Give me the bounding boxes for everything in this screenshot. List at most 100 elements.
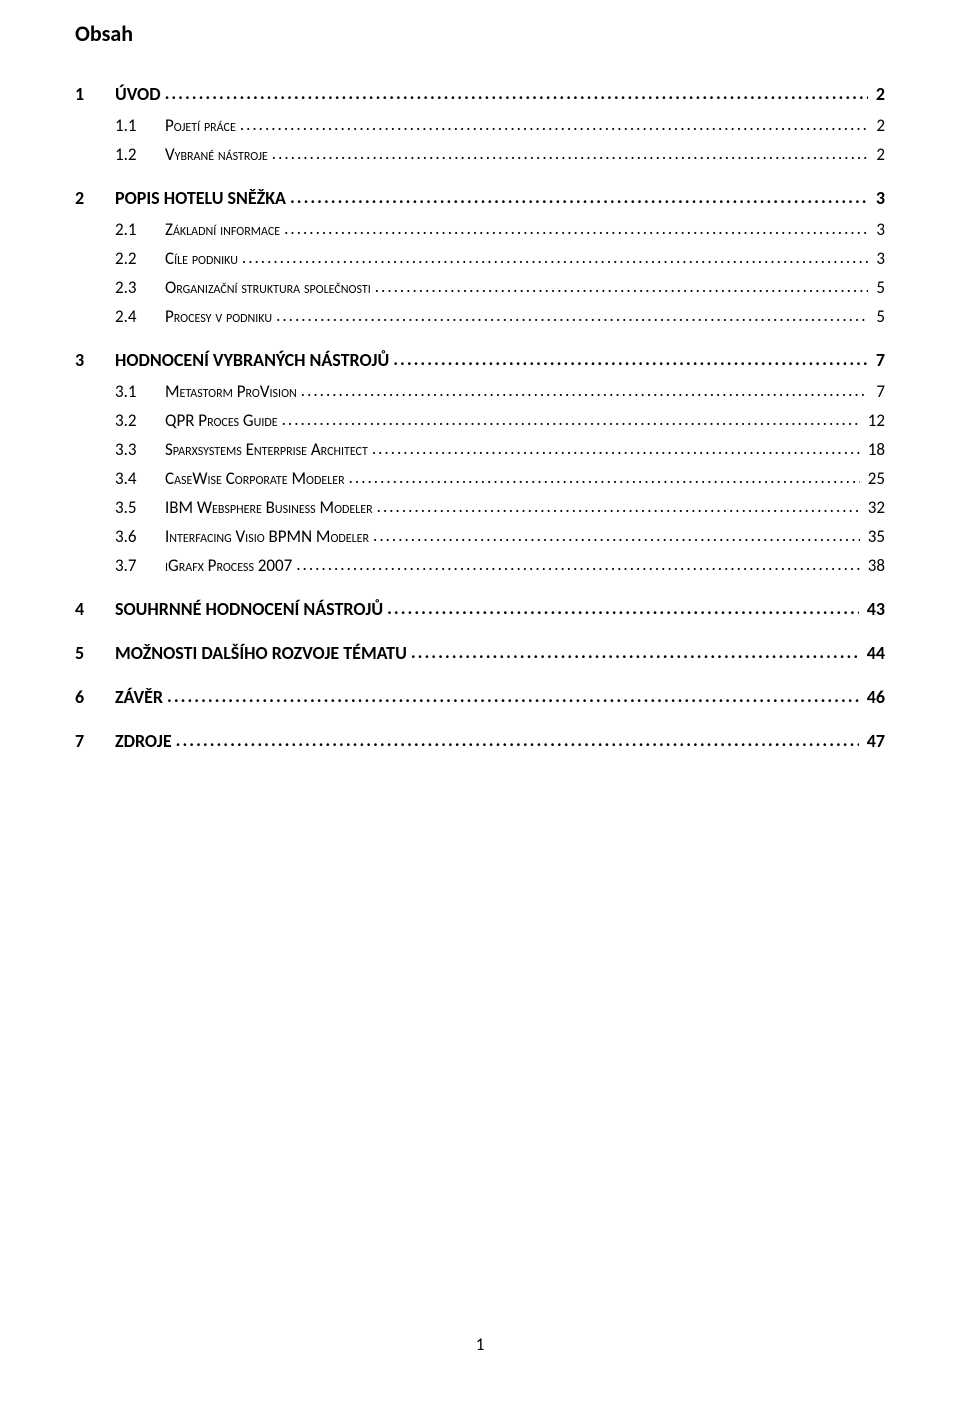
toc-entry-label: Procesy v podniku [165, 306, 272, 327]
toc-leader-dots [272, 143, 869, 164]
toc-leader-dots [411, 641, 859, 663]
toc-entry-page: 47 [863, 730, 885, 752]
toc-entry-label: Organizační struktura společnosti [165, 277, 371, 298]
toc-entry-page: 32 [864, 497, 885, 518]
toc-entry-number: 3 [75, 349, 115, 371]
toc-entry-page: 3 [872, 187, 885, 209]
toc-entry-number: 3.6 [115, 526, 165, 547]
page-number: 1 [0, 1334, 960, 1355]
toc-leader-dots [375, 276, 869, 297]
toc-entry-label: Interfacing Visio BPMN Modeler [165, 526, 369, 547]
toc-entry: 6ZÁVĚR 46 [75, 686, 885, 708]
toc-entry-page: 46 [863, 686, 885, 708]
toc-entry-page: 2 [872, 83, 885, 105]
toc-entry: 3.2QPR Proces Guide 12 [75, 410, 885, 431]
toc-leader-dots [242, 247, 868, 268]
toc-entry-number: 3.7 [115, 555, 165, 576]
toc-leader-dots [301, 380, 869, 401]
toc-entry-label: Sparxsystems Enterprise Architect [165, 439, 368, 460]
toc-entry-number: 1.1 [115, 115, 165, 136]
toc-entry-number: 2.1 [115, 219, 165, 240]
toc-entry-label: HODNOCENÍ VYBRANÝCH NÁSTROJŮ [115, 349, 389, 371]
toc-entry-number: 6 [75, 686, 115, 708]
toc-leader-dots [387, 597, 859, 619]
toc-leader-dots [290, 186, 868, 208]
toc-entry-page: 5 [872, 277, 885, 298]
toc-entry: 2POPIS HOTELU SNĚŽKA 3 [75, 187, 885, 209]
toc-leader-dots [296, 554, 860, 575]
toc-entry-page: 44 [863, 642, 885, 664]
toc-leader-dots [372, 438, 860, 459]
toc-entry-label: Pojetí práce [165, 115, 236, 136]
toc-entry: 2.1Základní informace3 [75, 219, 885, 240]
toc-entry-number: 2.4 [115, 306, 165, 327]
toc-entry: 1.2Vybrané nástroje 2 [75, 144, 885, 165]
toc-entry-number: 2.2 [115, 248, 165, 269]
toc-entry-number: 7 [75, 730, 115, 752]
toc-entry: 7ZDROJE 47 [75, 730, 885, 752]
toc-entry-label: Základní informace [165, 219, 280, 240]
toc-entry: 4SOUHRNNÉ HODNOCENÍ NÁSTROJŮ 43 [75, 598, 885, 620]
toc-entry-page: 3 [872, 248, 885, 269]
toc-entry-number: 2 [75, 187, 115, 209]
toc-entry-label: iGrafx Process 2007 [165, 555, 292, 576]
toc-leader-dots [176, 729, 859, 751]
toc-leader-dots [165, 82, 868, 104]
toc-entry-page: 18 [864, 439, 885, 460]
toc-entry: 3.1Metastorm ProVision 7 [75, 381, 885, 402]
toc-entry-page: 38 [864, 555, 885, 576]
toc-leader-dots [282, 409, 860, 430]
toc-leader-dots [284, 218, 868, 239]
toc-entry-number: 3.3 [115, 439, 165, 460]
toc-entry-number: 3.1 [115, 381, 165, 402]
toc-entry-label: ÚVOD [115, 83, 161, 105]
toc-entry: 3.7iGrafx Process 2007 38 [75, 555, 885, 576]
toc-entry-page: 35 [864, 526, 885, 547]
toc-entry-label: CaseWise Corporate Modeler [165, 468, 345, 489]
toc-entry-label: Metastorm ProVision [165, 381, 297, 402]
toc-entry-page: 5 [872, 306, 885, 327]
toc-entry-label: POPIS HOTELU SNĚŽKA [115, 187, 286, 209]
toc-entry-page: 7 [872, 349, 885, 371]
toc-entry: 3HODNOCENÍ VYBRANÝCH NÁSTROJŮ 7 [75, 349, 885, 371]
toc-leader-dots [240, 114, 869, 135]
toc-entry-number: 4 [75, 598, 115, 620]
toc-entry: 2.3Organizační struktura společnosti 5 [75, 277, 885, 298]
toc-entry: 3.5IBM Websphere Business Modeler 32 [75, 497, 885, 518]
toc-entry-number: 5 [75, 642, 115, 664]
table-of-contents: 1ÚVOD21.1Pojetí práce21.2Vybrané nástroj… [75, 83, 885, 752]
toc-entry-page: 2 [872, 115, 885, 136]
toc-entry: 1ÚVOD2 [75, 83, 885, 105]
toc-entry-number: 2.3 [115, 277, 165, 298]
toc-entry: 2.2Cíle podniku 3 [75, 248, 885, 269]
toc-entry-label: ZÁVĚR [115, 686, 163, 708]
toc-entry: 5MOŽNOSTI DALŠÍHO ROZVOJE TÉMATU 44 [75, 642, 885, 664]
page-title: Obsah [75, 20, 885, 47]
toc-entry-number: 3.2 [115, 410, 165, 431]
toc-leader-dots [377, 496, 860, 517]
toc-leader-dots [349, 467, 860, 488]
toc-entry-label: QPR Proces Guide [165, 410, 278, 431]
toc-entry: 1.1Pojetí práce 2 [75, 115, 885, 136]
toc-entry-page: 12 [864, 410, 885, 431]
toc-entry-label: MOŽNOSTI DALŠÍHO ROZVOJE TÉMATU [115, 642, 407, 664]
toc-entry: 3.6Interfacing Visio BPMN Modeler 35 [75, 526, 885, 547]
toc-entry-page: 43 [863, 598, 885, 620]
toc-entry-number: 3.4 [115, 468, 165, 489]
toc-entry: 3.4CaseWise Corporate Modeler 25 [75, 468, 885, 489]
toc-entry-page: 25 [864, 468, 885, 489]
toc-entry: 3.3Sparxsystems Enterprise Architect 18 [75, 439, 885, 460]
toc-entry-label: IBM Websphere Business Modeler [165, 497, 373, 518]
toc-leader-dots [167, 685, 859, 707]
toc-entry-label: Vybrané nástroje [165, 144, 268, 165]
toc-entry-number: 1.2 [115, 144, 165, 165]
toc-entry-label: ZDROJE [115, 730, 172, 752]
toc-leader-dots [373, 525, 860, 546]
toc-entry-page: 7 [872, 381, 885, 402]
toc-leader-dots [276, 305, 868, 326]
toc-entry-page: 2 [872, 144, 885, 165]
toc-entry: 2.4Procesy v podniku 5 [75, 306, 885, 327]
toc-entry-number: 3.5 [115, 497, 165, 518]
toc-entry-label: SOUHRNNÉ HODNOCENÍ NÁSTROJŮ [115, 598, 383, 620]
toc-entry-label: Cíle podniku [165, 248, 238, 269]
